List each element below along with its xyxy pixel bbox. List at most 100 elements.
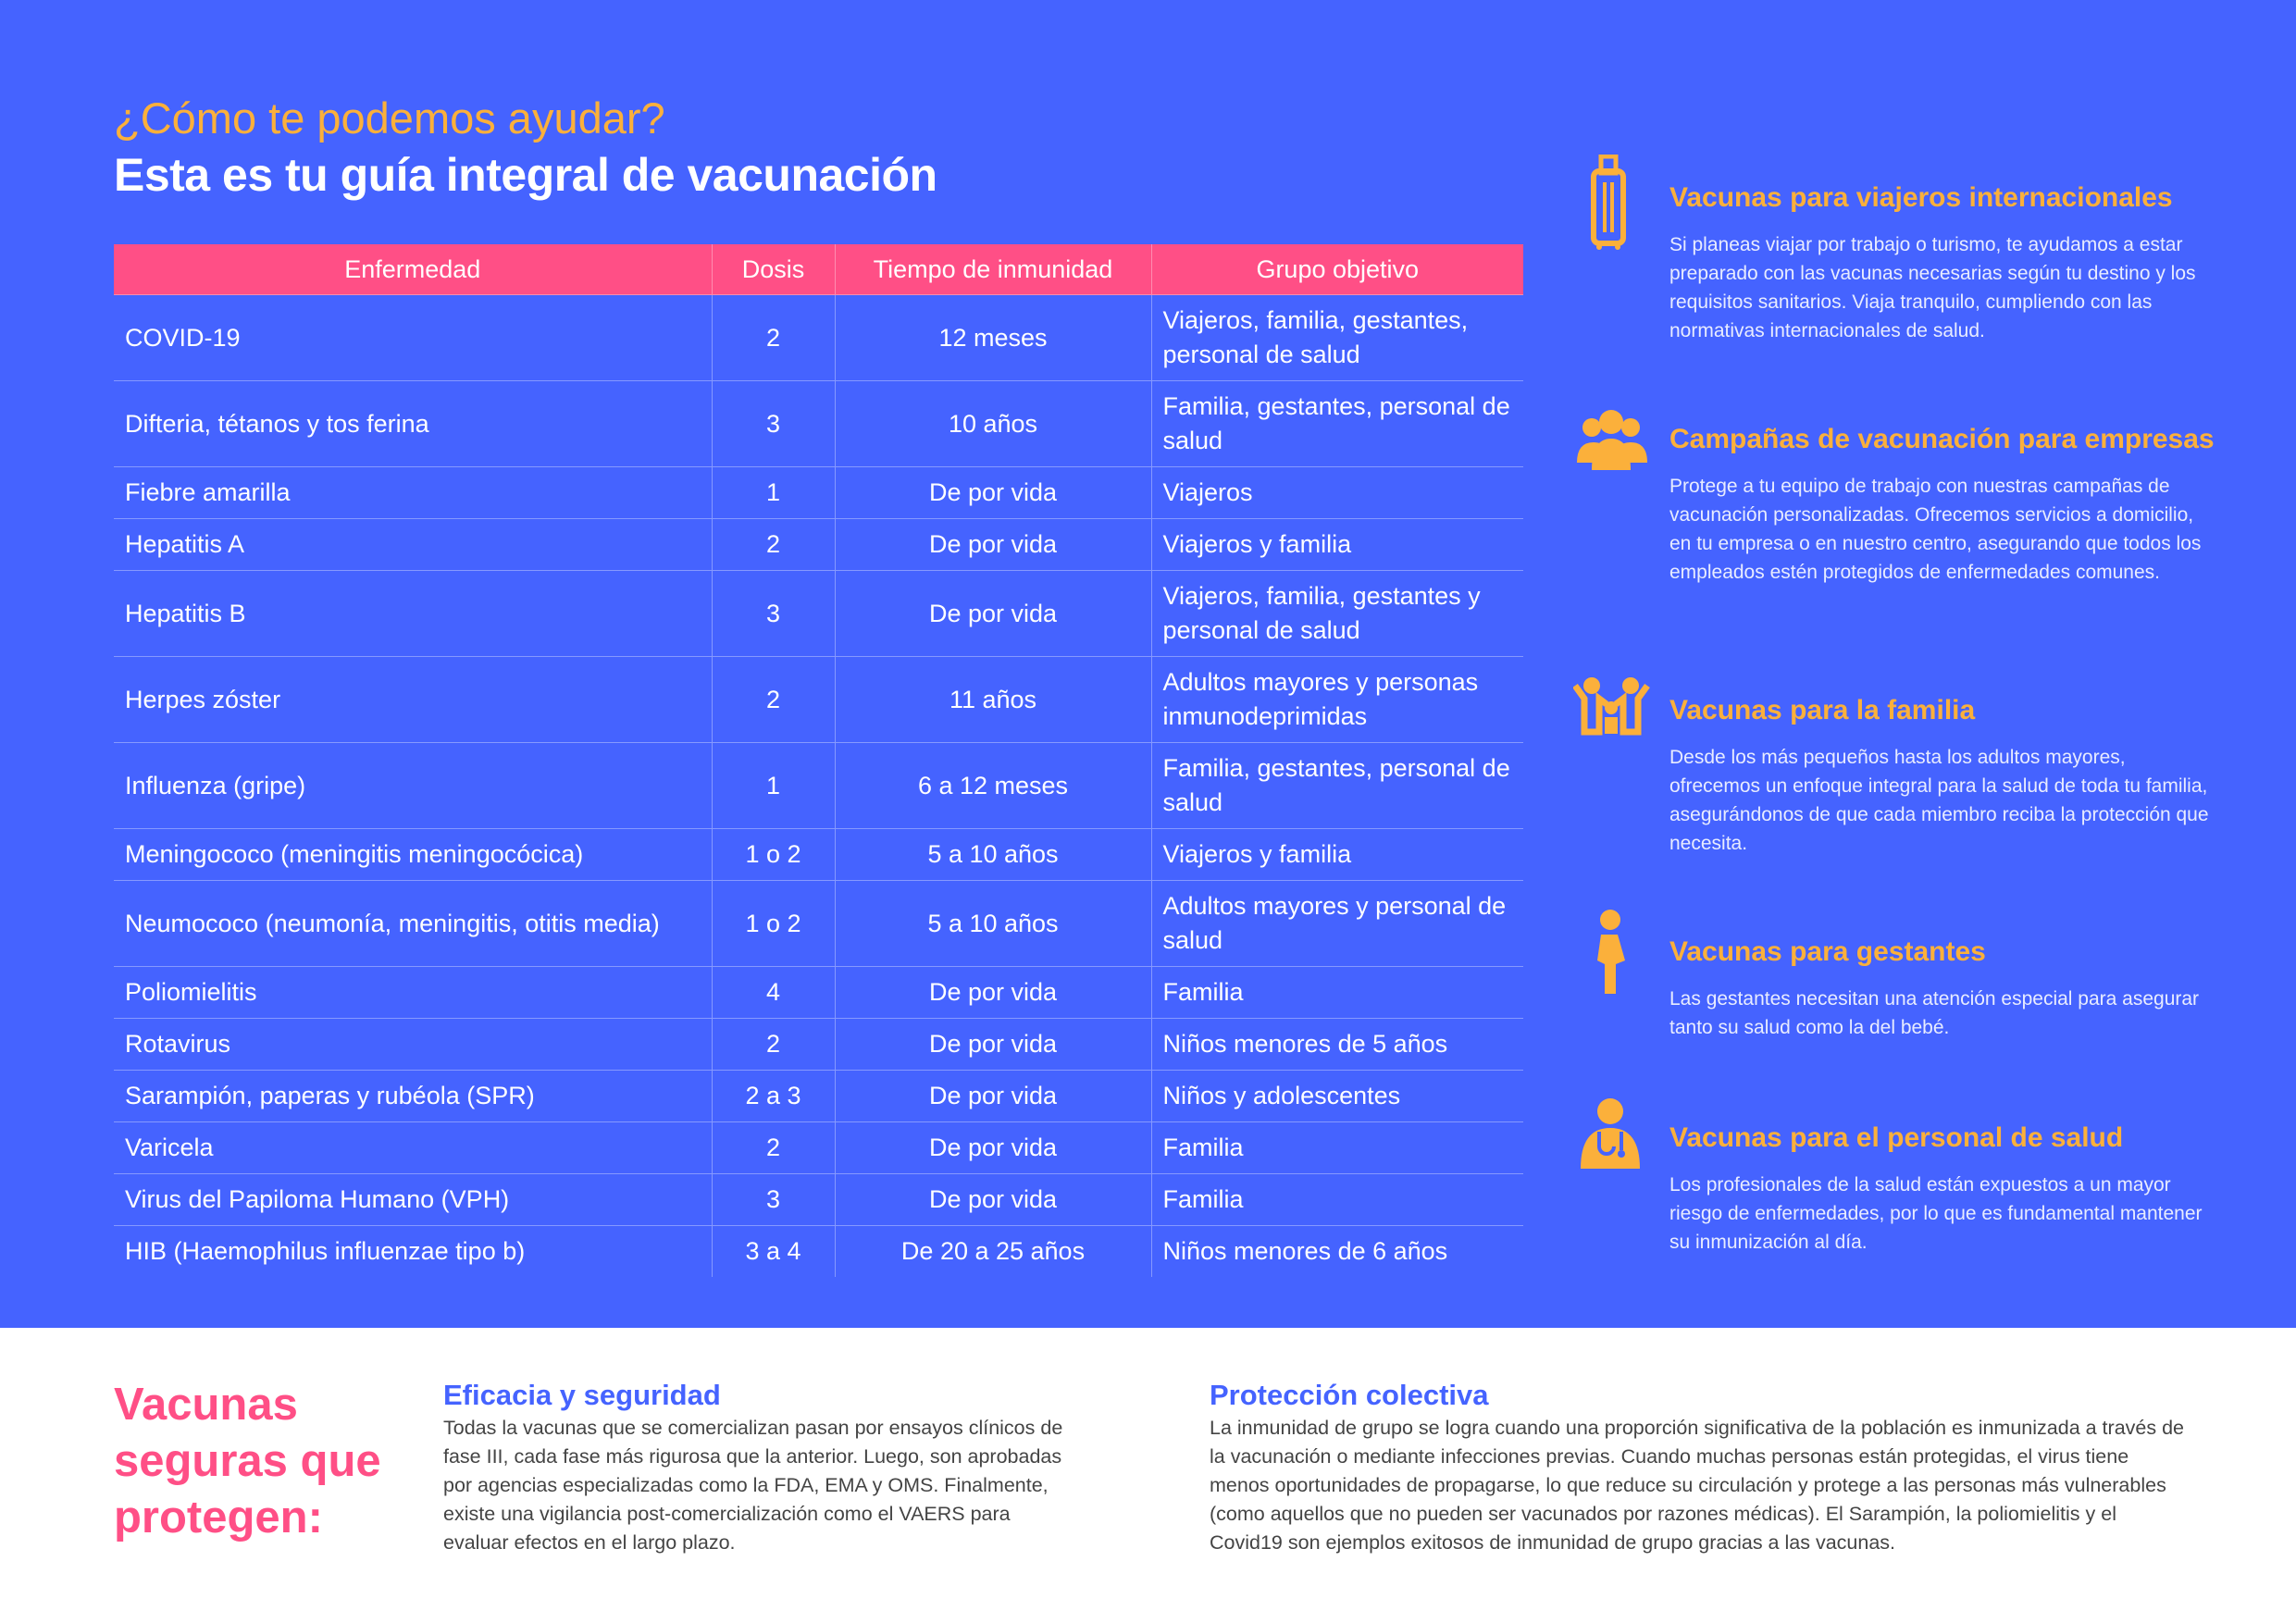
service-icon (1581, 1098, 1640, 1169)
section-text: Todas la vacunas que se comercializan pa… (443, 1417, 1063, 1554)
table-cell: De por vida (834, 1070, 1151, 1122)
table-cell: Meningococo (meningitis meningocócica) (114, 828, 712, 881)
table-row: Meningococo (meningitis meningocócica) 1 … (114, 828, 1523, 881)
column-header: Tiempo de inmunidad (834, 244, 1151, 295)
footer-section: Eficacia y seguridad Todas la vacunas qu… (443, 1379, 1073, 1557)
table-cell: Familia (1150, 1173, 1523, 1226)
table-cell: COVID-19 (114, 294, 712, 381)
service: Campañas de vacunación para empresas Prot… (1573, 410, 2258, 587)
table-cell: 5 a 10 años (834, 880, 1151, 967)
table-cell: Sarampión, paperas y rubéola (SPR) (114, 1070, 712, 1122)
table-cell: De por vida (834, 570, 1151, 657)
title: Esta es tu guía integral de vacunación (114, 149, 937, 201)
table-row: Varicela 2 De por vida Familia (114, 1121, 1523, 1174)
table-cell: Varicela (114, 1121, 712, 1174)
section-title: Protección colectiva (1210, 1379, 1489, 1411)
table-cell: De por vida (834, 1121, 1151, 1174)
table-cell: 2 (711, 518, 835, 571)
table-row: Influenza (gripe) 1 6 a 12 meses Familia, g… (114, 742, 1523, 829)
table-cell: 12 meses (834, 294, 1151, 381)
table-row: Difteria, tétanos y tos ferina 3 10 años Fa… (114, 380, 1523, 467)
service-icon (1597, 910, 1625, 994)
table-cell: 1 (711, 742, 835, 829)
table-cell: Niños menores de 6 años (1150, 1225, 1523, 1277)
table-cell: Herpes zóster (114, 656, 712, 743)
table-cell: De por vida (834, 518, 1151, 571)
table-cell: Neumococo (neumonía, meningitis, otitis … (114, 880, 712, 967)
table-cell: Niños menores de 5 años (1150, 1018, 1523, 1071)
column-header: Dosis (711, 244, 835, 295)
table-cell: 2 a 3 (711, 1070, 835, 1122)
table-cell: 1 o 2 (711, 828, 835, 881)
table-cell: 3 a 4 (711, 1225, 835, 1277)
table-cell: 10 años (834, 380, 1151, 467)
table-cell: 3 (711, 1173, 835, 1226)
table-cell: De por vida (834, 966, 1151, 1019)
service-text: Desde los más pequeños hasta los adultos… (1669, 747, 2209, 854)
service: Vacunas para el personal de salud Los pro… (1573, 1098, 2258, 1257)
service-text: Los profesionales de la salud están expu… (1669, 1174, 2203, 1253)
table-cell: HIB (Haemophilus influenzae tipo b) (114, 1225, 712, 1277)
table-cell: Familia (1150, 1121, 1523, 1174)
table-cell: 2 (711, 294, 835, 381)
footer-title: Vacunas seguras que protegen: (114, 1380, 381, 1542)
table-row: Hepatitis A 2 De por vida Viajeros y famili… (114, 518, 1523, 571)
table-row: HIB (Haemophilus influenzae tipo b) 3 a 4… (114, 1225, 1523, 1277)
table-cell: Viajeros (1150, 466, 1523, 519)
table-row: Virus del Papiloma Humano (VPH) 3 De por v… (114, 1173, 1523, 1226)
table-cell: 2 (711, 656, 835, 743)
table-cell: Hepatitis B (114, 570, 712, 657)
vaccine-table: Enfermedad Dosis Tiempo de inmunidad Grupo … (114, 244, 1523, 1277)
service: Vacunas para viajeros internacionales Si … (1573, 155, 2258, 345)
table-cell: De por vida (834, 466, 1151, 519)
service-icon (1573, 677, 1650, 736)
table-cell: 2 (711, 1121, 835, 1174)
table-cell: Familia, gestantes, personal de salud (1150, 380, 1523, 467)
table-cell: Difteria, tétanos y tos ferina (114, 380, 712, 467)
service: Vacunas para gestantes Las gestantes nece… (1573, 910, 2258, 1042)
table-cell: Viajeros, familia, gestantes, personal d… (1150, 294, 1523, 381)
service-title: Vacunas para gestantes (1669, 936, 1986, 967)
service-title: Campañas de vacunación para empresas (1669, 424, 2215, 454)
table-cell: 11 años (834, 656, 1151, 743)
table-cell: Hepatitis A (114, 518, 712, 571)
table-cell: Adultos mayores y personal de salud (1150, 880, 1523, 967)
table-cell: 3 (711, 380, 835, 467)
service: Vacunas para la familia Desde los más peq… (1573, 677, 2258, 858)
footer-section: Protección colectiva La inmunidad de gru… (1210, 1379, 2191, 1557)
table-row: Herpes zóster 2 11 años Adultos mayores y p… (114, 656, 1523, 743)
table-row: COVID-19 2 12 meses Viajeros, familia, gest… (114, 294, 1523, 381)
table-cell: Viajeros y familia (1150, 518, 1523, 571)
service-text: Si planeas viajar por trabajo o turismo,… (1669, 234, 2196, 341)
table-cell: Fiebre amarilla (114, 466, 712, 519)
table-cell: De por vida (834, 1173, 1151, 1226)
table-cell: 4 (711, 966, 835, 1019)
header-row: Enfermedad Dosis Tiempo de inmunidad Grupo … (114, 244, 1523, 295)
table-cell: Familia, gestantes, personal de salud (1150, 742, 1523, 829)
table-cell: 1 o 2 (711, 880, 835, 967)
table-cell: Influenza (gripe) (114, 742, 712, 829)
table-cell: Virus del Papiloma Humano (VPH) (114, 1173, 712, 1226)
table-cell: 2 (711, 1018, 835, 1071)
table-cell: Poliomielitis (114, 966, 712, 1019)
service-icon (1591, 155, 1626, 250)
service-title: Vacunas para la familia (1669, 695, 1976, 725)
table-cell: Viajeros, familia, gestantes y personal … (1150, 570, 1523, 657)
column-header: Grupo objetivo (1150, 244, 1523, 295)
table-cell: 6 a 12 meses (834, 742, 1151, 829)
section-text: La inmunidad de grupo se logra cuando un… (1210, 1417, 2184, 1554)
table-row: Rotavirus 2 De por vida Niños menores de 5 … (114, 1018, 1523, 1071)
table-row: Hepatitis B 3 De por vida Viajeros, familia… (114, 570, 1523, 657)
table-cell: De 20 a 25 años (834, 1225, 1151, 1277)
table-cell: De por vida (834, 1018, 1151, 1071)
table-row: Poliomielitis 4 De por vida Familia (114, 966, 1523, 1019)
service-title: Vacunas para el personal de salud (1669, 1122, 2124, 1153)
table-cell: Rotavirus (114, 1018, 712, 1071)
service-text: Las gestantes necesitan una atención esp… (1669, 988, 2200, 1038)
section-title: Eficacia y seguridad (443, 1379, 721, 1411)
column-header: Enfermedad (114, 244, 712, 295)
table-row: Fiebre amarilla 1 De por vida Viajeros (114, 466, 1523, 519)
service-title: Vacunas para viajeros internacionales (1669, 182, 2173, 213)
